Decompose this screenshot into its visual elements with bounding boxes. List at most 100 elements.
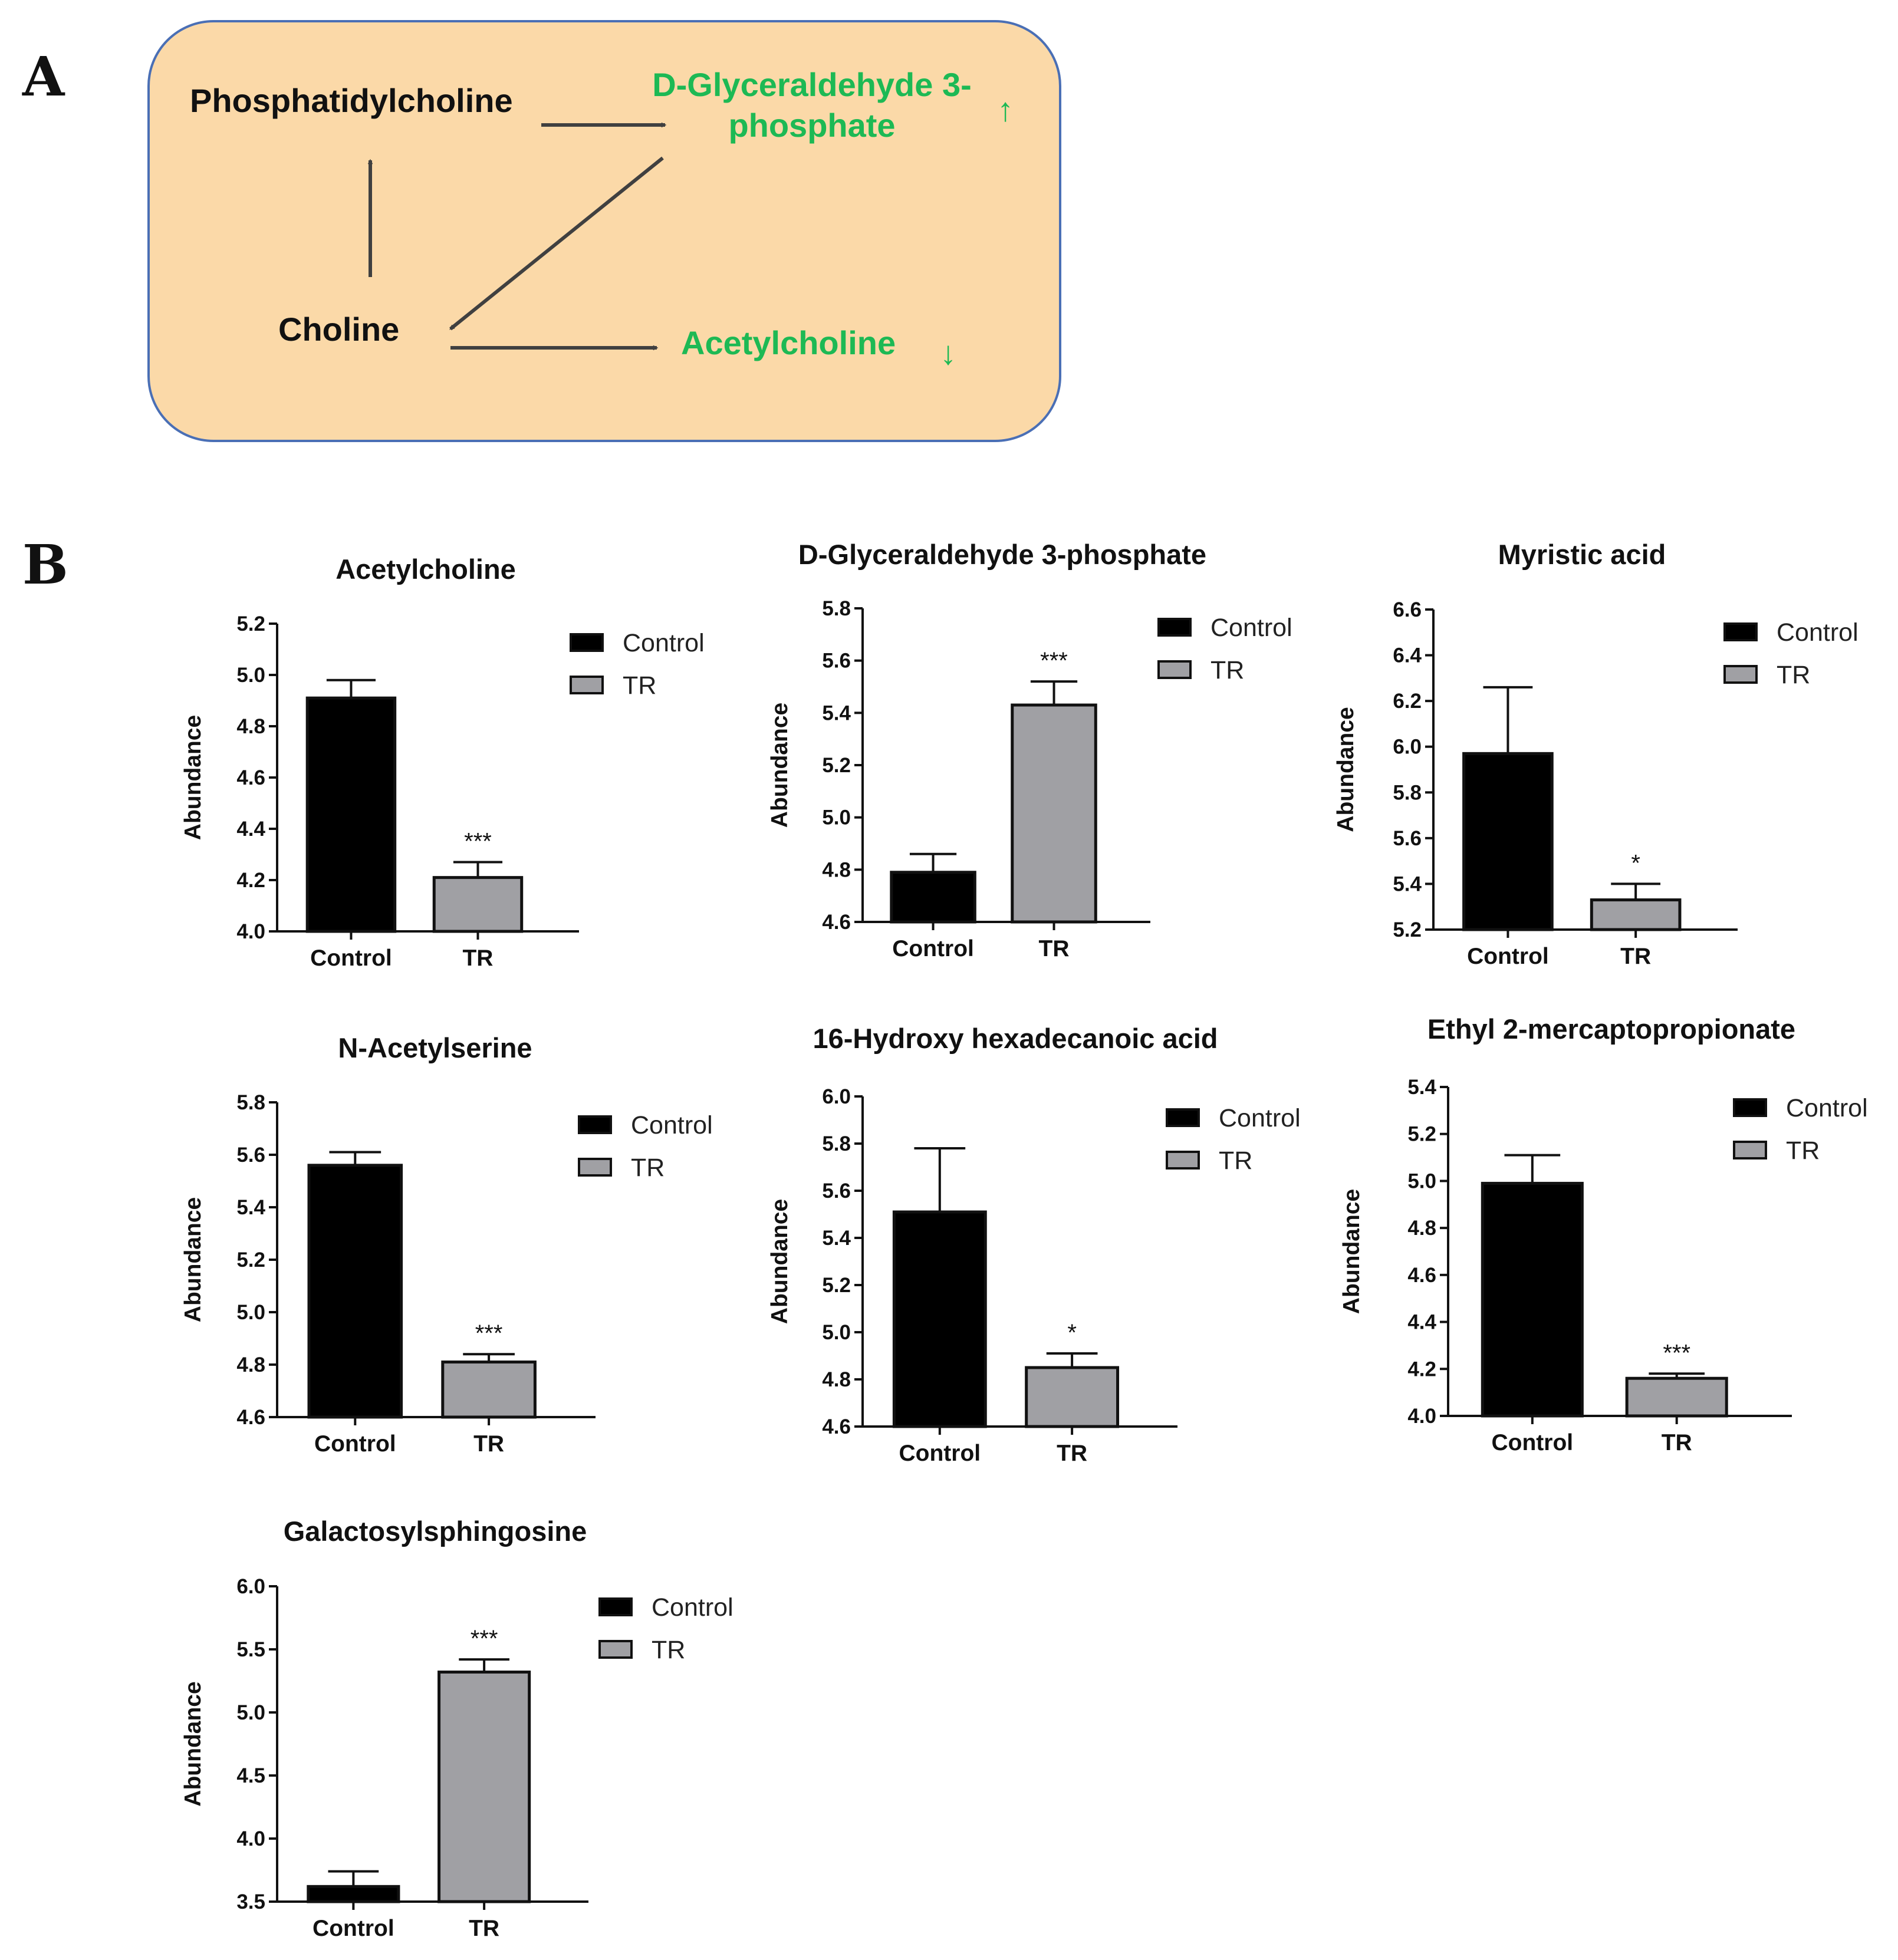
significance-label: *** (475, 1320, 503, 1346)
chart-title: D-Glyceraldehyde 3-phosphate (798, 539, 1206, 570)
y-tick-label: 5.4 (236, 1196, 265, 1219)
y-tick-label: 5.2 (236, 1249, 265, 1271)
bar-tr (1625, 1376, 1728, 1418)
bar-chart-3: Myristic acid Abundance 5.2 5.4 5.6 5.8 6.0 6.2… (1333, 539, 1858, 969)
legend-label: TR (1210, 656, 1244, 684)
y-tick-label: 4.4 (236, 818, 265, 841)
y-tick-label: 5.0 (1407, 1170, 1436, 1193)
legend-label: TR (631, 1154, 665, 1182)
y-axis-label: Abundance (1333, 707, 1358, 832)
y-tick-label: 4.8 (236, 715, 265, 738)
up-arrow-icon: ↑ (997, 91, 1014, 128)
y-tick-label: 4.2 (236, 869, 265, 892)
y-tick-label: 4.8 (822, 858, 851, 881)
x-tick-label: TR (462, 946, 493, 971)
x-tick-label: TR (1662, 1430, 1692, 1455)
panel-b: B Acetylcholine Abundance 4.0 4.2 4.4 4.6 4.8 5… (22, 533, 1868, 1941)
legend-label: Control (1777, 618, 1858, 647)
chart-title: Ethyl 2-mercaptopropionate (1427, 1013, 1795, 1045)
legend-label: Control (1219, 1104, 1301, 1132)
x-tick-label: Control (313, 1916, 394, 1941)
y-tick-label: 5.4 (1393, 872, 1422, 895)
chart-title: N-Acetylserine (338, 1032, 532, 1063)
node-g3p-line2: phosphate (728, 107, 895, 144)
bar-tr (441, 1361, 537, 1419)
chart-title: 16-Hydroxy hexadecanoic acid (813, 1023, 1218, 1054)
y-tick-label: 6.4 (1393, 644, 1422, 667)
legend-swatch-control (1166, 1108, 1200, 1127)
legend-label: TR (1786, 1137, 1820, 1165)
legend-swatch-control (1733, 1098, 1767, 1117)
y-tick-label: 5.0 (822, 806, 851, 829)
bar-control (307, 1164, 403, 1419)
y-tick-label: 4.0 (1407, 1405, 1436, 1428)
significance-label: *** (471, 1626, 498, 1652)
node-g3p-line1: D-Glyceraldehyde 3- (652, 66, 972, 103)
y-tick-label: 4.6 (822, 911, 851, 934)
y-tick-label: 5.8 (236, 1091, 265, 1114)
y-tick-label: 5.0 (236, 1301, 265, 1324)
bar-control (892, 1210, 987, 1428)
legend-label: Control (623, 629, 705, 657)
significance-label: *** (1040, 648, 1068, 674)
x-tick-label: TR (1057, 1441, 1087, 1466)
bar-chart-2: D-Glyceraldehyde 3-phosphate Abundance 4.6… (767, 539, 1292, 961)
y-tick-label: 5.6 (236, 1144, 265, 1167)
y-tick-label: 5.2 (1393, 918, 1422, 941)
y-tick-label: 3.5 (236, 1890, 265, 1913)
panel-a: A Phosphatidylcholine D-Glyceraldehyde 3… (22, 20, 1061, 442)
x-tick-label: TR (473, 1431, 504, 1457)
y-tick-label: 5.2 (1407, 1123, 1436, 1146)
legend-swatch-tr (570, 676, 604, 694)
x-tick-label: TR (469, 1916, 499, 1941)
y-tick-label: 5.2 (236, 612, 265, 635)
x-tick-label: Control (899, 1441, 981, 1466)
x-tick-label: Control (892, 936, 974, 961)
y-tick-label: 4.2 (1407, 1358, 1436, 1381)
y-tick-label: 5.6 (822, 650, 851, 673)
y-tick-label: 5.6 (822, 1180, 851, 1203)
bar-chart-7: Galactosylsphingosine Abundance 3.5 4.0 4.5 5… (180, 1516, 733, 1941)
significance-label: *** (464, 829, 492, 855)
legend-swatch-control (598, 1597, 633, 1616)
legend-swatch-tr (598, 1640, 633, 1659)
legend-swatch-tr (1733, 1141, 1767, 1159)
legend-swatch-tr (578, 1158, 612, 1177)
legend-swatch-control (1157, 618, 1192, 637)
legend-swatch-tr (1157, 660, 1192, 679)
y-tick-label: 4.5 (236, 1764, 265, 1787)
y-axis-label: Abundance (180, 1681, 206, 1806)
y-tick-label: 5.2 (822, 754, 851, 777)
node-phosphatidylcholine: Phosphatidylcholine (190, 82, 513, 119)
y-tick-label: 5.6 (1393, 827, 1422, 850)
arrow-g3p-to-choline (449, 156, 664, 331)
y-tick-label: 6.0 (822, 1085, 851, 1108)
bar-chart-1: Acetylcholine Abundance 4.0 4.2 4.4 4.6 4.8 5.0… (180, 554, 705, 971)
legend-label: TR (1219, 1147, 1252, 1175)
y-tick-label: 4.6 (236, 766, 265, 789)
y-axis-label: Abundance (1339, 1189, 1364, 1314)
bar-control (307, 1885, 400, 1903)
legend-swatch-tr (1723, 665, 1758, 684)
bar-tr (432, 876, 524, 933)
y-tick-label: 4.8 (236, 1353, 265, 1376)
node-acetylcholine: Acetylcholine (681, 324, 896, 361)
y-tick-label: 4.8 (822, 1368, 851, 1391)
y-tick-label: 6.6 (1393, 598, 1422, 621)
bar-chart-5: 16-Hydroxy hexadecanoic acid Abundance 4.6… (767, 1023, 1301, 1466)
down-arrow-icon: ↓ (940, 334, 956, 371)
bar-tr (438, 1671, 531, 1903)
legend-label: Control (1210, 614, 1292, 642)
x-tick-label: TR (1620, 944, 1651, 969)
legend-swatch-control (570, 633, 604, 652)
y-tick-label: 5.4 (822, 1227, 851, 1250)
y-tick-label: 4.0 (236, 1827, 265, 1850)
y-tick-label: 4.4 (1407, 1311, 1436, 1334)
y-tick-label: 4.6 (1407, 1264, 1436, 1287)
legend-label: Control (631, 1111, 713, 1139)
bar-control (1462, 752, 1554, 931)
y-tick-label: 5.0 (822, 1321, 851, 1344)
legend-label: TR (623, 671, 656, 700)
y-axis-label: Abundance (767, 1199, 792, 1324)
y-axis-label: Abundance (767, 703, 792, 828)
